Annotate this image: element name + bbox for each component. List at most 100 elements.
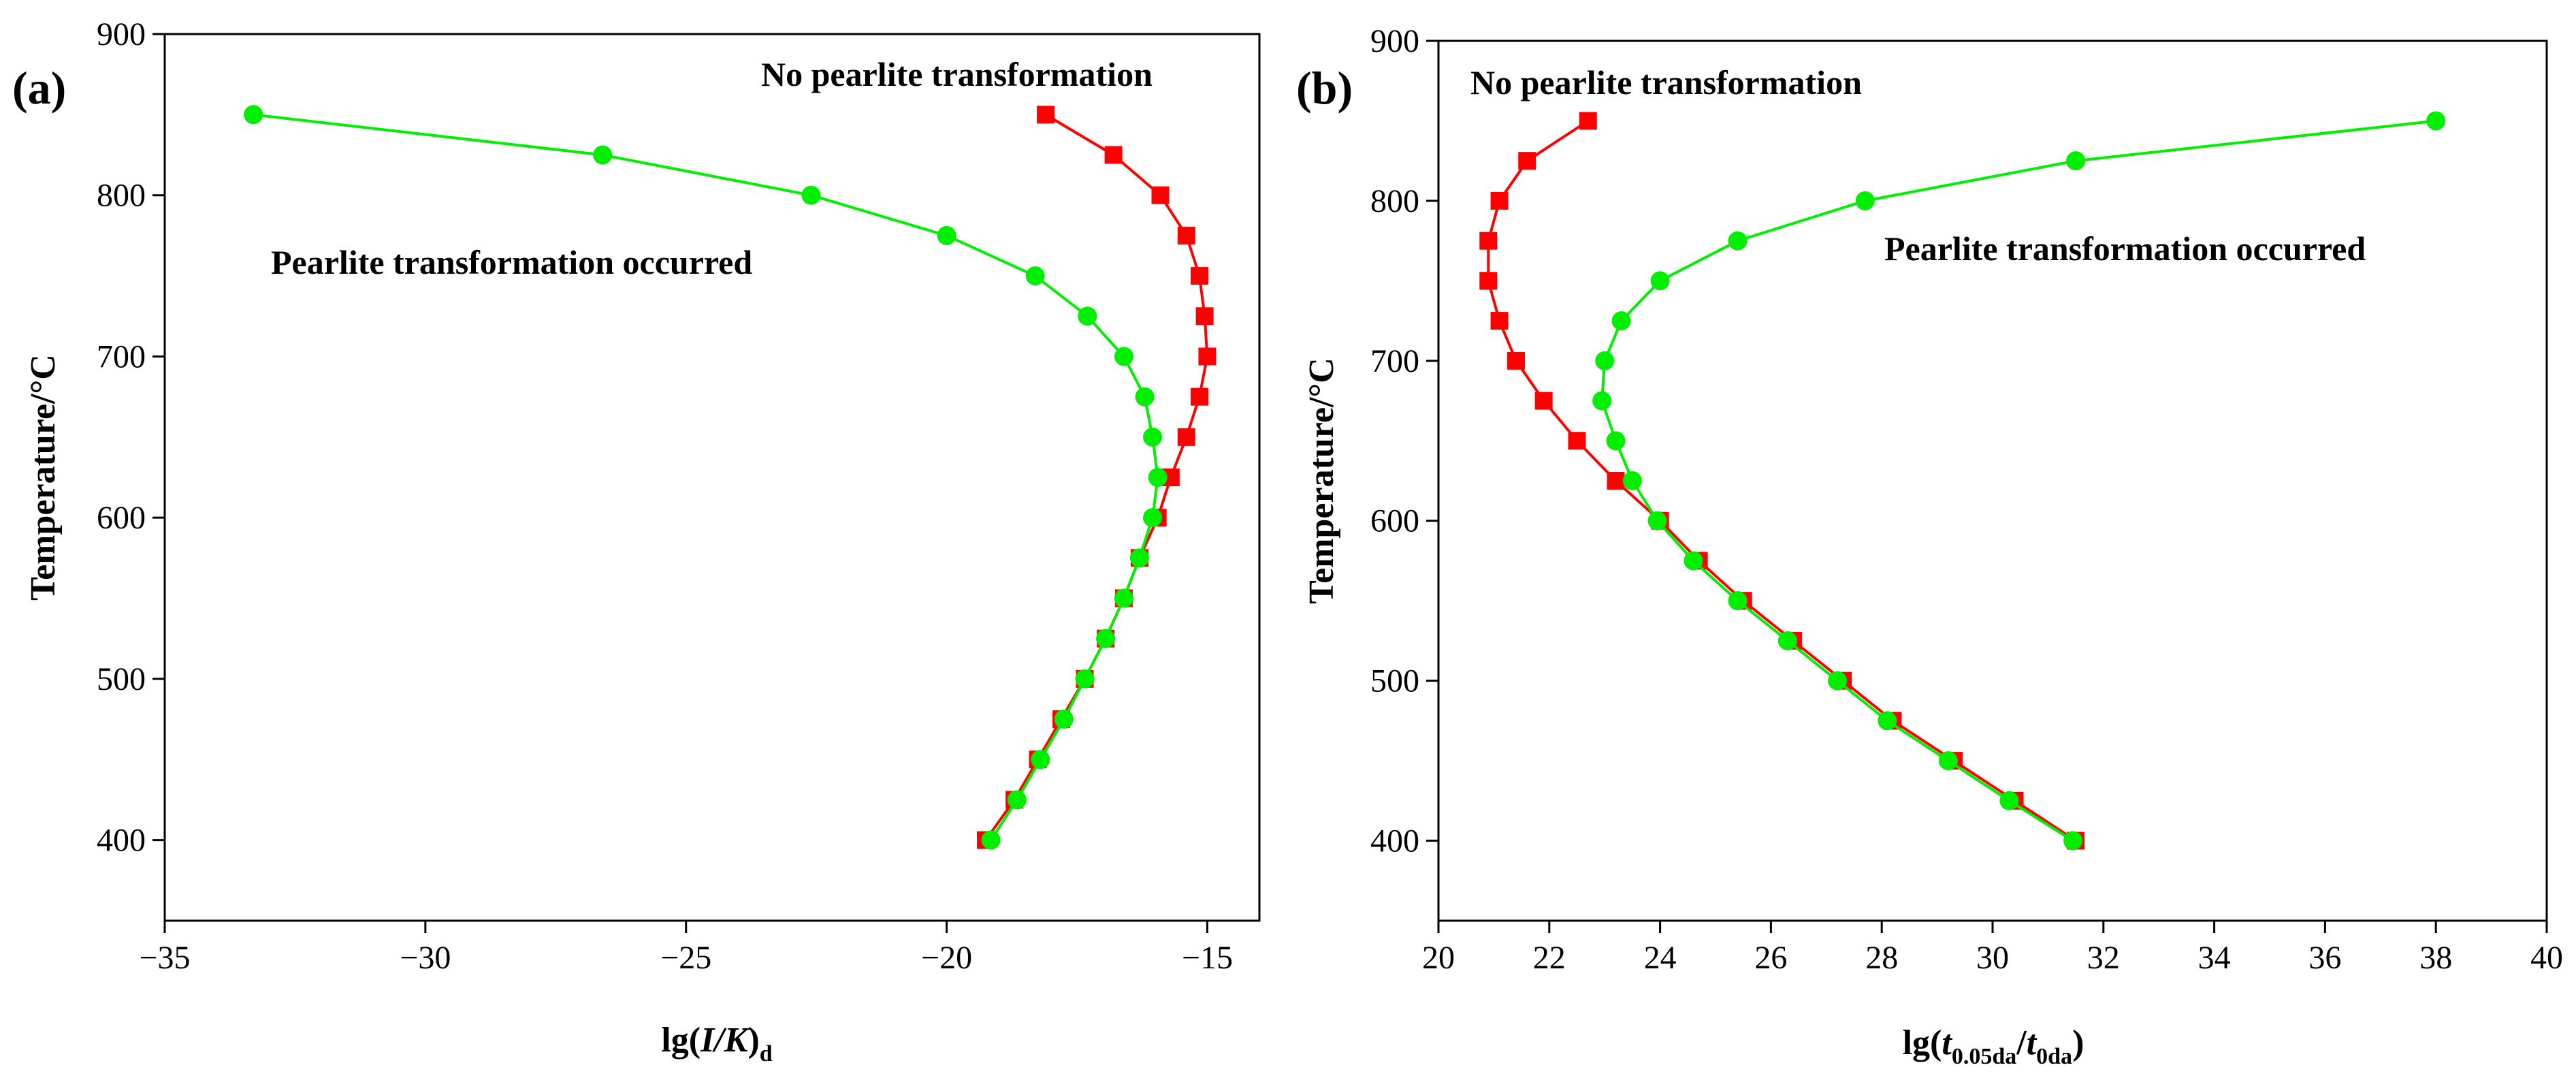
panel-b-y-tick-label: 600 [1370, 503, 1419, 539]
panel-a-series [244, 105, 1217, 850]
panel-a-green-point [937, 225, 956, 245]
panel-b-green-point [1828, 671, 1848, 691]
panel-b-y-tick-label: 400 [1370, 823, 1419, 859]
panel-a-x-tick-label: −30 [400, 940, 451, 976]
panel-b-series [1479, 111, 2446, 851]
panel-b-y-axis-title: Temperature/°C [1302, 358, 1341, 604]
panel-b-red-point [1568, 432, 1586, 450]
panel-b-green-point [2063, 831, 2083, 851]
panel-a-green-point [1114, 588, 1133, 608]
panel-a-y-tick-label: 700 [97, 338, 146, 375]
panel-b-red-point [1507, 351, 1525, 370]
panel-a-green-point [1143, 427, 1163, 447]
panel-b-red-point [1479, 232, 1498, 250]
panel-a-green-point [1143, 508, 1163, 528]
panel-b-red-point [1479, 272, 1498, 290]
panel-b-x-tick-label: 24 [1644, 940, 1677, 976]
panel-b-x-tick-label: 28 [1865, 940, 1898, 976]
panel-b-green-point [1684, 551, 1703, 571]
panel-b-x-tick-label: 34 [2198, 940, 2231, 976]
panel-a-x-tick-label: −35 [139, 940, 190, 976]
panel-a-red-point [1177, 428, 1195, 446]
panel-b-green-point [1595, 351, 1615, 370]
panel-a-label: (a) [12, 62, 66, 114]
panel-a-red-point [1151, 186, 1170, 204]
panel-b-green-point [2426, 111, 2446, 131]
panel-a-green-point [593, 145, 613, 165]
panel-b-green-point [1622, 471, 1642, 490]
panel-a-red-point [1195, 307, 1214, 326]
panel-b-x-axis-title: lg(t0.05da/t0da) [1903, 1024, 2084, 1069]
panel-b-red-point [1518, 152, 1536, 170]
panel-b-y-tick-label: 700 [1370, 343, 1419, 379]
panel-b-green-point [1855, 191, 1875, 210]
panel-a-green-series-line [253, 113, 1159, 841]
panel-b-green-point [1647, 511, 1667, 530]
panel-b-green-point [1777, 631, 1797, 650]
panel-b-red-point [1534, 392, 1553, 410]
panel-b-x-tick-label: 22 [1533, 940, 1566, 976]
panel-b-y-tick-label: 800 [1370, 183, 1419, 219]
panel-a-green-point [244, 105, 263, 125]
panel-a-frame [163, 33, 1261, 922]
panel-b-red-point [1607, 472, 1625, 490]
panel-a-red-point [1198, 347, 1217, 366]
panel-a-green-point [1129, 548, 1149, 568]
panel-b-frame [1437, 39, 2548, 922]
panel-a-x-tick-label: −25 [660, 940, 711, 976]
panel-a-annotation-no-pearlite: No pearlite transformation [761, 55, 1153, 93]
panel-a-green-point [1135, 387, 1155, 407]
panel-a-green-point [801, 185, 821, 205]
panel-a-green-point [1025, 266, 1045, 286]
panel-a-x-tick-label: −20 [921, 940, 972, 976]
panel-b-y-tick-label: 500 [1370, 663, 1419, 699]
panel-a-x-axis-title: lg(I/K)d [661, 1021, 772, 1066]
panel-b-green-point [1938, 751, 1958, 771]
panel-b-y-tick-label: 900 [1370, 23, 1419, 59]
panel-a: (a) −35 −30 −25 −20 −15 400 500 600 700 800 900 No… [12, 16, 1261, 1066]
panel-a-red-point [1037, 106, 1055, 124]
panel-a-green-point [1078, 306, 1097, 326]
panel-a-green-point [1096, 629, 1116, 648]
panel-a-red-point [1104, 146, 1123, 164]
panel-b-x-tick-label: 40 [2530, 940, 2563, 976]
panel-a-green-point [1031, 750, 1050, 770]
panel-a-x-tick-label: −15 [1182, 940, 1233, 976]
panel-b-red-point [1490, 312, 1509, 330]
panel-b-green-point [2066, 151, 2086, 171]
panel-b-green-point [1728, 591, 1748, 611]
panel-a-green-point [1075, 669, 1095, 688]
panel-a-red-point [1177, 226, 1195, 244]
panel-b-label: (b) [1296, 62, 1353, 114]
panel-b-x-tick-label: 30 [1976, 940, 2009, 976]
panel-b-ticks: 20 22 24 26 28 30 32 34 36 38 40 400 500 600 700 800 900 [1370, 23, 2563, 976]
panel-a-red-point [1190, 387, 1208, 406]
panel-b-green-point [1728, 231, 1748, 251]
panel-b-x-tick-label: 38 [2419, 940, 2452, 976]
panel-a-green-point [981, 830, 1001, 850]
panel-b-green-point [1606, 431, 1626, 451]
panel-a-y-tick-label: 900 [97, 16, 146, 52]
panel-a-y-axis-title: Temperature/°C [24, 354, 63, 601]
panel-a-annotation-pearlite-occurred: Pearlite transformation occurred [271, 243, 752, 281]
panel-b-x-tick-label: 32 [2087, 940, 2120, 976]
panel-a-y-tick-label: 600 [97, 500, 146, 536]
panel-b-green-point [1650, 271, 1670, 291]
panel-b: (b) 20 22 24 26 28 30 32 34 36 38 40 400 500 600 700 80… [1296, 23, 2563, 1069]
panel-a-y-tick-label: 800 [97, 178, 146, 214]
panel-b-green-point [1878, 711, 1897, 731]
panel-b-red-point [1579, 112, 1597, 130]
panel-a-red-point [1190, 267, 1208, 285]
panel-b-green-point [1999, 791, 2019, 810]
panel-a-y-tick-label: 400 [97, 823, 146, 859]
panel-b-x-tick-label: 20 [1422, 940, 1455, 976]
panel-b-annotation-pearlite-occurred: Pearlite transformation occurred [1884, 229, 2366, 268]
panel-a-ticks: −35 −30 −25 −20 −15 400 500 600 700 800 900 [97, 16, 1233, 976]
panel-b-green-point [1611, 311, 1631, 331]
panel-a-green-point [1007, 790, 1027, 810]
panel-a-green-point [1148, 468, 1168, 487]
panel-b-x-tick-label: 36 [2308, 940, 2341, 976]
panel-a-y-tick-label: 500 [97, 661, 146, 697]
panel-b-red-point [1490, 191, 1509, 210]
